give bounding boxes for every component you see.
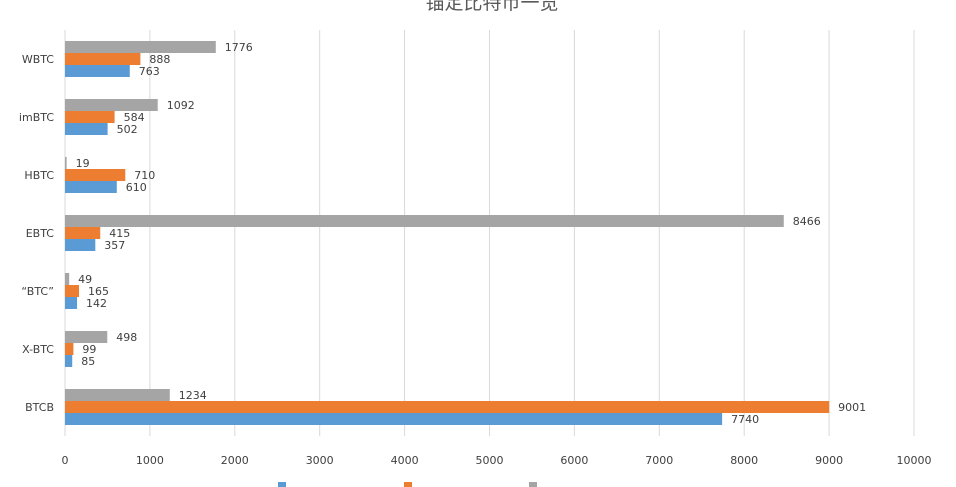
value-label-0-0: 763	[139, 65, 160, 78]
value-label-4-1: 165	[88, 285, 109, 298]
value-label-3-1: 415	[109, 227, 130, 240]
bar-3-2	[65, 215, 784, 227]
bar-3-1	[65, 227, 101, 239]
category-label-3: EBTC	[26, 227, 55, 240]
category-label-2: HBTC	[24, 169, 54, 182]
value-label-1-2: 1092	[167, 99, 195, 112]
x-tick-label-10: 10000	[897, 454, 932, 467]
chart-bars	[65, 41, 830, 425]
x-tick-label-9: 9000	[815, 454, 843, 467]
value-label-5-1: 99	[82, 343, 96, 356]
value-label-0-1: 888	[149, 53, 170, 66]
x-tick-label-8: 8000	[730, 454, 758, 467]
bar-4-1	[65, 285, 80, 297]
category-label-4: “BTC”	[21, 285, 54, 298]
bar-0-2	[65, 41, 216, 53]
value-label-5-0: 85	[81, 355, 95, 368]
legend-swatch-0	[278, 482, 286, 487]
value-label-4-2: 49	[78, 273, 92, 286]
bar-2-2	[65, 157, 67, 169]
x-tick-label-7: 7000	[645, 454, 673, 467]
bar-0-0	[65, 65, 130, 77]
chart-legend	[278, 482, 537, 487]
value-label-0-2: 1776	[225, 41, 253, 54]
value-label-3-2: 8466	[793, 215, 821, 228]
value-label-6-1: 9001	[838, 401, 866, 414]
bar-5-1	[65, 343, 74, 355]
chart-category-labels: WBTC imBTC HBTC EBTC “BTC” X-BTC BTCB	[19, 53, 54, 414]
x-tick-label-4: 4000	[391, 454, 419, 467]
value-label-4-0: 142	[86, 297, 107, 310]
category-label-1: imBTC	[19, 111, 54, 124]
value-label-1-1: 584	[124, 111, 145, 124]
bar-1-1	[65, 111, 115, 123]
x-tick-label-3: 3000	[306, 454, 334, 467]
chart-tick-labels: 0 1000 2000 3000 4000 5000 6000 7000 8000 9000 100…	[62, 454, 932, 467]
bar-2-1	[65, 169, 126, 181]
legend-swatch-1	[404, 482, 412, 487]
legend-swatch-2	[529, 482, 537, 487]
x-tick-label-0: 0	[62, 454, 69, 467]
bar-2-0	[65, 181, 117, 193]
bar-0-1	[65, 53, 141, 65]
bar-6-2	[65, 389, 170, 401]
value-label-6-2: 1234	[179, 389, 207, 402]
bar-4-2	[65, 273, 70, 285]
value-label-2-0: 610	[126, 181, 147, 194]
bar-6-0	[65, 413, 723, 425]
chart-gridlines	[64, 30, 915, 436]
value-label-6-0: 7740	[731, 413, 759, 426]
x-tick-label-5: 5000	[476, 454, 504, 467]
bar-5-2	[65, 331, 108, 343]
chart-title: 锚定比特币一览	[425, 0, 558, 14]
x-tick-label-1: 1000	[136, 454, 164, 467]
bar-4-0	[65, 297, 78, 309]
bar-1-0	[65, 123, 108, 135]
x-tick-label-6: 6000	[560, 454, 588, 467]
category-label-6: BTCB	[25, 401, 54, 414]
bar-6-1	[65, 401, 830, 413]
value-label-5-2: 498	[116, 331, 137, 344]
value-label-2-1: 710	[134, 169, 155, 182]
value-label-2-2: 19	[76, 157, 90, 170]
x-tick-label-2: 2000	[221, 454, 249, 467]
category-label-5: X-BTC	[22, 343, 54, 356]
value-label-3-0: 357	[104, 239, 125, 252]
bar-3-0	[65, 239, 96, 251]
bar-5-0	[65, 355, 73, 367]
category-label-0: WBTC	[22, 53, 54, 66]
value-label-1-0: 502	[117, 123, 138, 136]
bar-1-2	[65, 99, 158, 111]
